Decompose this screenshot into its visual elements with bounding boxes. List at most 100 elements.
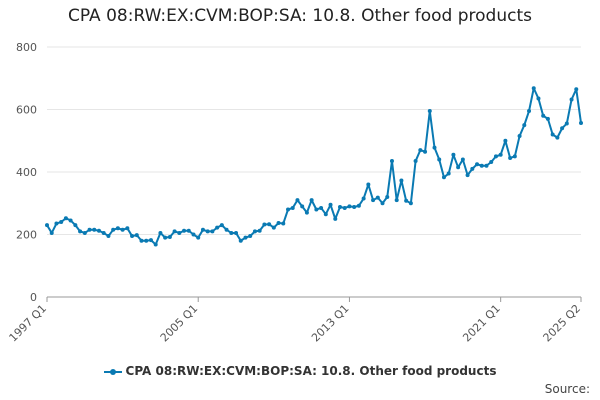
- data-point[interactable]: [267, 222, 272, 227]
- data-point[interactable]: [342, 205, 347, 210]
- data-point[interactable]: [139, 238, 144, 243]
- data-point[interactable]: [276, 220, 281, 225]
- data-point[interactable]: [356, 203, 361, 208]
- data-point[interactable]: [148, 238, 153, 243]
- data-point[interactable]: [361, 196, 366, 201]
- data-point[interactable]: [96, 228, 101, 233]
- data-point[interactable]: [541, 113, 546, 118]
- data-point[interactable]: [224, 227, 229, 232]
- data-point[interactable]: [489, 160, 494, 164]
- data-point[interactable]: [144, 238, 149, 243]
- data-point[interactable]: [125, 226, 130, 231]
- data-point[interactable]: [78, 229, 83, 234]
- data-point[interactable]: [437, 157, 442, 162]
- data-point[interactable]: [54, 221, 59, 226]
- data-point[interactable]: [441, 175, 446, 180]
- data-point[interactable]: [158, 230, 163, 235]
- data-point[interactable]: [413, 159, 418, 164]
- data-point[interactable]: [432, 145, 437, 150]
- data-point[interactable]: [366, 182, 371, 187]
- data-point[interactable]: [484, 163, 489, 168]
- data-point[interactable]: [101, 230, 106, 235]
- data-point[interactable]: [536, 96, 541, 101]
- data-point[interactable]: [82, 230, 87, 235]
- data-point[interactable]: [120, 227, 125, 232]
- data-point[interactable]: [281, 221, 286, 226]
- data-point[interactable]: [579, 120, 583, 125]
- data-point[interactable]: [456, 165, 461, 170]
- data-point[interactable]: [470, 166, 475, 171]
- data-point[interactable]: [115, 226, 120, 231]
- data-point[interactable]: [389, 159, 394, 164]
- data-point[interactable]: [163, 235, 168, 240]
- data-point[interactable]: [243, 235, 248, 240]
- data-point[interactable]: [134, 233, 139, 238]
- data-point[interactable]: [68, 218, 73, 223]
- data-point[interactable]: [87, 227, 92, 232]
- data-point[interactable]: [418, 148, 423, 153]
- data-point[interactable]: [252, 229, 257, 234]
- data-point[interactable]: [564, 121, 569, 126]
- data-point[interactable]: [498, 152, 503, 157]
- data-point[interactable]: [503, 138, 508, 143]
- data-point[interactable]: [186, 228, 191, 233]
- data-point[interactable]: [427, 109, 432, 114]
- legend[interactable]: CPA 08:RW:EX:CVM:BOP:SA: 10.8. Other foo…: [0, 364, 600, 378]
- data-point[interactable]: [215, 225, 220, 230]
- data-point[interactable]: [560, 126, 565, 131]
- data-point[interactable]: [465, 173, 470, 178]
- data-point[interactable]: [451, 152, 456, 157]
- data-point[interactable]: [153, 242, 158, 247]
- data-point[interactable]: [319, 205, 324, 210]
- data-point[interactable]: [172, 229, 177, 234]
- data-point[interactable]: [522, 123, 527, 128]
- data-point[interactable]: [352, 205, 357, 209]
- data-point[interactable]: [229, 230, 234, 235]
- data-point[interactable]: [106, 234, 111, 239]
- data-point[interactable]: [385, 195, 390, 199]
- data-point[interactable]: [130, 234, 135, 239]
- data-point[interactable]: [205, 229, 210, 234]
- data-point[interactable]: [569, 97, 574, 102]
- data-point[interactable]: [191, 232, 196, 237]
- data-point[interactable]: [92, 227, 97, 232]
- data-point[interactable]: [295, 198, 300, 203]
- data-point[interactable]: [493, 154, 498, 159]
- data-point[interactable]: [314, 207, 319, 212]
- data-point[interactable]: [337, 205, 342, 209]
- data-point[interactable]: [219, 223, 224, 228]
- data-point[interactable]: [531, 86, 536, 91]
- data-point[interactable]: [446, 171, 451, 176]
- data-point[interactable]: [234, 230, 239, 235]
- data-point[interactable]: [479, 163, 484, 168]
- data-point[interactable]: [394, 198, 399, 203]
- data-point[interactable]: [271, 225, 276, 230]
- data-point[interactable]: [304, 210, 309, 215]
- data-point[interactable]: [63, 216, 68, 221]
- data-point[interactable]: [555, 135, 560, 140]
- data-point[interactable]: [333, 216, 338, 221]
- data-point[interactable]: [262, 222, 267, 227]
- data-point[interactable]: [45, 223, 49, 228]
- data-point[interactable]: [200, 227, 205, 232]
- data-point[interactable]: [399, 178, 404, 183]
- data-point[interactable]: [248, 234, 253, 239]
- data-point[interactable]: [375, 195, 380, 200]
- data-point[interactable]: [210, 229, 215, 234]
- data-point[interactable]: [404, 198, 409, 203]
- data-point[interactable]: [475, 162, 480, 167]
- data-point[interactable]: [460, 157, 465, 162]
- data-point[interactable]: [347, 204, 352, 209]
- data-point[interactable]: [323, 212, 328, 217]
- data-point[interactable]: [290, 205, 295, 210]
- data-point[interactable]: [286, 207, 291, 212]
- data-point[interactable]: [423, 149, 428, 154]
- data-point[interactable]: [59, 220, 64, 224]
- data-point[interactable]: [574, 87, 579, 92]
- data-point[interactable]: [177, 230, 182, 235]
- data-point[interactable]: [111, 227, 116, 232]
- data-point[interactable]: [371, 198, 376, 203]
- data-point[interactable]: [238, 238, 243, 243]
- data-point[interactable]: [300, 204, 305, 209]
- data-point[interactable]: [257, 228, 262, 233]
